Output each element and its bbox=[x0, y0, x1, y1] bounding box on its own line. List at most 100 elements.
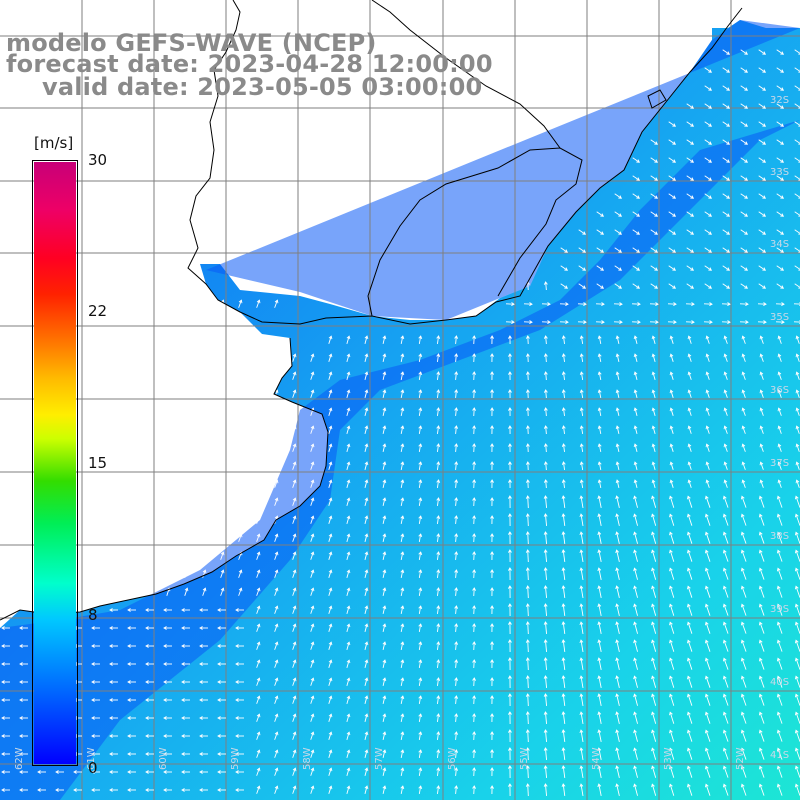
wind-arrow bbox=[1, 662, 10, 666]
wind-arrow bbox=[199, 698, 208, 702]
wind-arrow bbox=[525, 729, 530, 743]
wind-arrow bbox=[686, 247, 695, 253]
wind-arrow bbox=[436, 731, 441, 741]
wind-arrow bbox=[235, 770, 244, 774]
wind-arrow bbox=[668, 193, 677, 199]
wind-arrow bbox=[705, 479, 710, 488]
wind-arrow bbox=[436, 713, 441, 723]
wind-arrow bbox=[613, 320, 623, 325]
wind-arrow bbox=[686, 283, 695, 289]
wind-arrow bbox=[400, 479, 405, 489]
wind-arrow bbox=[758, 85, 767, 91]
wind-arrow bbox=[256, 623, 261, 632]
wind-arrow bbox=[346, 461, 351, 470]
wind-arrow bbox=[650, 193, 659, 199]
wind-arrow bbox=[579, 479, 584, 489]
wind-arrow bbox=[561, 495, 566, 509]
wind-arrow bbox=[525, 425, 530, 435]
latitude-label: 33S bbox=[770, 167, 789, 178]
wind-arrow bbox=[668, 211, 677, 217]
wind-arrow bbox=[668, 283, 677, 289]
wind-arrow bbox=[400, 425, 405, 435]
wind-arrow bbox=[687, 531, 693, 544]
wind-arrow bbox=[490, 353, 494, 363]
wind-arrow bbox=[795, 425, 800, 434]
wind-arrow bbox=[776, 211, 785, 217]
wind-arrow bbox=[777, 353, 782, 362]
wind-arrow bbox=[364, 587, 369, 596]
wind-arrow bbox=[145, 644, 154, 648]
wind-arrow bbox=[436, 587, 441, 597]
wind-arrow bbox=[543, 585, 548, 599]
wind-arrow bbox=[418, 497, 423, 507]
wind-arrow bbox=[543, 461, 548, 471]
wind-arrow bbox=[777, 461, 782, 470]
wind-arrow bbox=[525, 711, 530, 725]
wind-arrow bbox=[740, 765, 747, 778]
wind-arrow bbox=[559, 320, 569, 325]
wind-arrow bbox=[722, 585, 729, 598]
wind-arrow bbox=[472, 533, 477, 543]
wind-arrow bbox=[382, 371, 387, 380]
wind-arrow bbox=[614, 193, 623, 199]
wind-arrow bbox=[597, 461, 602, 471]
wind-arrow bbox=[651, 657, 657, 670]
wind-arrow bbox=[217, 752, 226, 756]
wind-arrow bbox=[687, 729, 693, 742]
wind-arrow bbox=[292, 731, 297, 740]
wind-arrow bbox=[217, 644, 226, 648]
wind-arrow bbox=[543, 371, 548, 381]
wind-arrow bbox=[687, 443, 692, 452]
wind-arrow bbox=[704, 85, 713, 91]
wind-arrow bbox=[55, 788, 64, 792]
wind-arrow bbox=[256, 569, 261, 578]
wind-arrow bbox=[418, 515, 423, 525]
wind-arrow bbox=[687, 639, 693, 652]
wind-arrow bbox=[723, 443, 728, 452]
wind-arrow bbox=[758, 175, 767, 181]
wind-arrow bbox=[91, 770, 100, 774]
wind-arrow bbox=[310, 371, 315, 380]
wind-arrow bbox=[723, 425, 728, 434]
wind-arrow bbox=[436, 353, 441, 363]
wind-arrow bbox=[561, 639, 566, 653]
wind-arrow bbox=[73, 770, 82, 774]
wind-arrow bbox=[145, 626, 154, 630]
colorbar bbox=[32, 160, 78, 766]
wind-arrow bbox=[651, 479, 656, 488]
wind-arrow bbox=[436, 641, 441, 651]
wind-arrow bbox=[472, 731, 477, 741]
wind-arrow bbox=[328, 695, 333, 704]
wind-arrow bbox=[55, 770, 64, 774]
longitude-label: 58W bbox=[302, 747, 313, 770]
wind-arrow bbox=[364, 785, 369, 794]
wind-arrow bbox=[669, 729, 675, 742]
wind-arrow bbox=[633, 389, 638, 398]
wind-arrow bbox=[669, 443, 674, 452]
wind-arrow bbox=[508, 621, 512, 635]
wind-arrow bbox=[472, 785, 477, 795]
wind-arrow bbox=[651, 675, 657, 688]
wind-arrow bbox=[217, 698, 226, 702]
wind-arrow bbox=[472, 371, 477, 381]
wind-arrow bbox=[794, 121, 800, 127]
wind-arrow bbox=[274, 641, 279, 650]
wind-arrow bbox=[649, 302, 659, 307]
wind-arrow bbox=[776, 229, 785, 235]
wind-arrow bbox=[346, 623, 351, 632]
wind-arrow bbox=[364, 695, 369, 704]
wind-arrow bbox=[704, 513, 711, 526]
wind-arrow bbox=[794, 283, 800, 289]
wind-arrow bbox=[382, 515, 387, 524]
wind-arrow bbox=[109, 698, 118, 702]
wind-arrow bbox=[579, 353, 584, 363]
wind-arrow bbox=[127, 662, 136, 666]
wind-arrow bbox=[777, 371, 782, 380]
wind-arrow bbox=[668, 121, 677, 127]
wind-arrow bbox=[633, 585, 638, 598]
wind-arrow bbox=[364, 371, 369, 380]
wind-arrow bbox=[651, 549, 657, 562]
wind-arrow bbox=[109, 608, 118, 612]
wind-arrow bbox=[704, 495, 711, 508]
wind-arrow bbox=[328, 335, 333, 344]
